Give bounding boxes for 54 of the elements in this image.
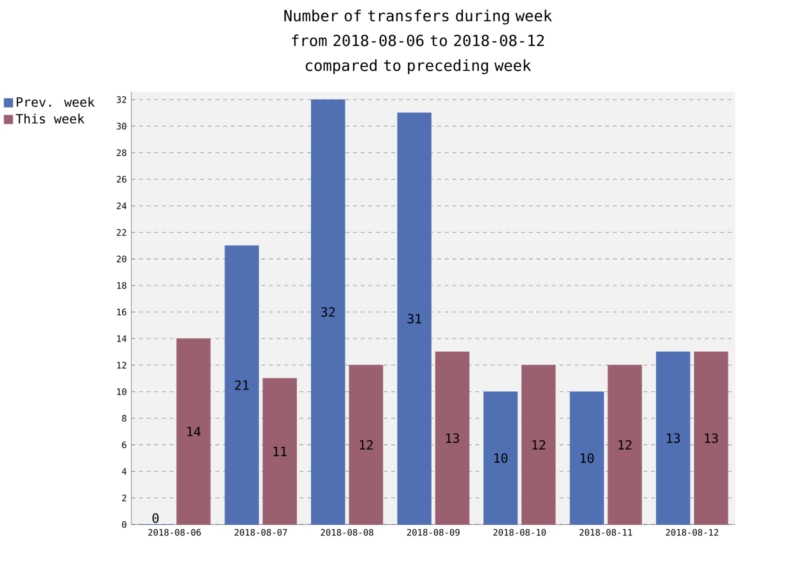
y-tick-label: 16 xyxy=(117,308,126,316)
chart-title: Number of transfers during week from 2018-08-06 to 2018-08-12 compared to preceding week xyxy=(284,9,552,74)
data-label: 11 xyxy=(274,446,287,456)
bar xyxy=(608,364,642,525)
bar xyxy=(570,391,604,525)
bar xyxy=(656,351,690,525)
y-tick-label: 18 xyxy=(117,282,126,289)
y-tick-label: 10 xyxy=(117,388,126,395)
y-tick-label: 20 xyxy=(116,255,126,262)
y-tick-label: 24 xyxy=(116,202,126,210)
data-label: 10 xyxy=(580,453,594,463)
data-label: 32 xyxy=(321,307,335,317)
y-tick-label: 14 xyxy=(117,335,126,342)
bar xyxy=(224,245,259,525)
bar xyxy=(262,378,297,525)
y-tick-label: 4 xyxy=(122,468,126,474)
x-tick-label: 2018-08-09 xyxy=(407,528,460,536)
y-tick-label: 28 xyxy=(116,149,126,156)
data-label: 14 xyxy=(187,426,201,436)
x-tick-label: 2018-08-11 xyxy=(580,528,632,536)
y-tick-label: 22 xyxy=(116,228,126,236)
data-label: 0 xyxy=(152,513,159,523)
x-tick-label: 2018-08-07 xyxy=(234,528,287,536)
data-label: 31 xyxy=(408,314,422,324)
y-tick-label: 12 xyxy=(117,362,126,368)
y-tick-label: 8 xyxy=(122,414,126,422)
data-label: 12 xyxy=(532,440,546,450)
bar xyxy=(348,364,384,525)
x-tick-label: 2018-08-12 xyxy=(666,528,718,536)
x-tick-label: 2018-08-08 xyxy=(320,528,374,536)
y-tick-label: 6 xyxy=(122,441,126,448)
y-tick-label: 32 xyxy=(116,96,126,103)
bar xyxy=(397,112,432,525)
y-tick-label: 0 xyxy=(122,520,126,528)
data-label: 13 xyxy=(704,433,718,443)
data-label: 13 xyxy=(446,433,460,443)
data-label: 12 xyxy=(618,440,632,450)
y-tick-label: 30 xyxy=(116,122,126,130)
y-tick-label: 26 xyxy=(116,176,126,183)
bar xyxy=(311,99,346,525)
bar xyxy=(176,338,211,525)
data-label: 12 xyxy=(360,440,373,450)
x-tick-label: 2018-08-10 xyxy=(493,528,546,536)
x-tick-label: 2018-08-06 xyxy=(148,528,201,536)
legend-label: This week xyxy=(16,114,84,124)
bar xyxy=(521,364,556,525)
data-label: 21 xyxy=(235,380,249,390)
bar xyxy=(694,351,728,525)
data-label: 13 xyxy=(666,433,680,443)
y-tick-label: 2 xyxy=(122,494,126,502)
data-label: 10 xyxy=(494,453,508,463)
bar xyxy=(484,391,518,525)
bar xyxy=(435,351,470,525)
legend-label: Prev. week xyxy=(16,96,95,107)
